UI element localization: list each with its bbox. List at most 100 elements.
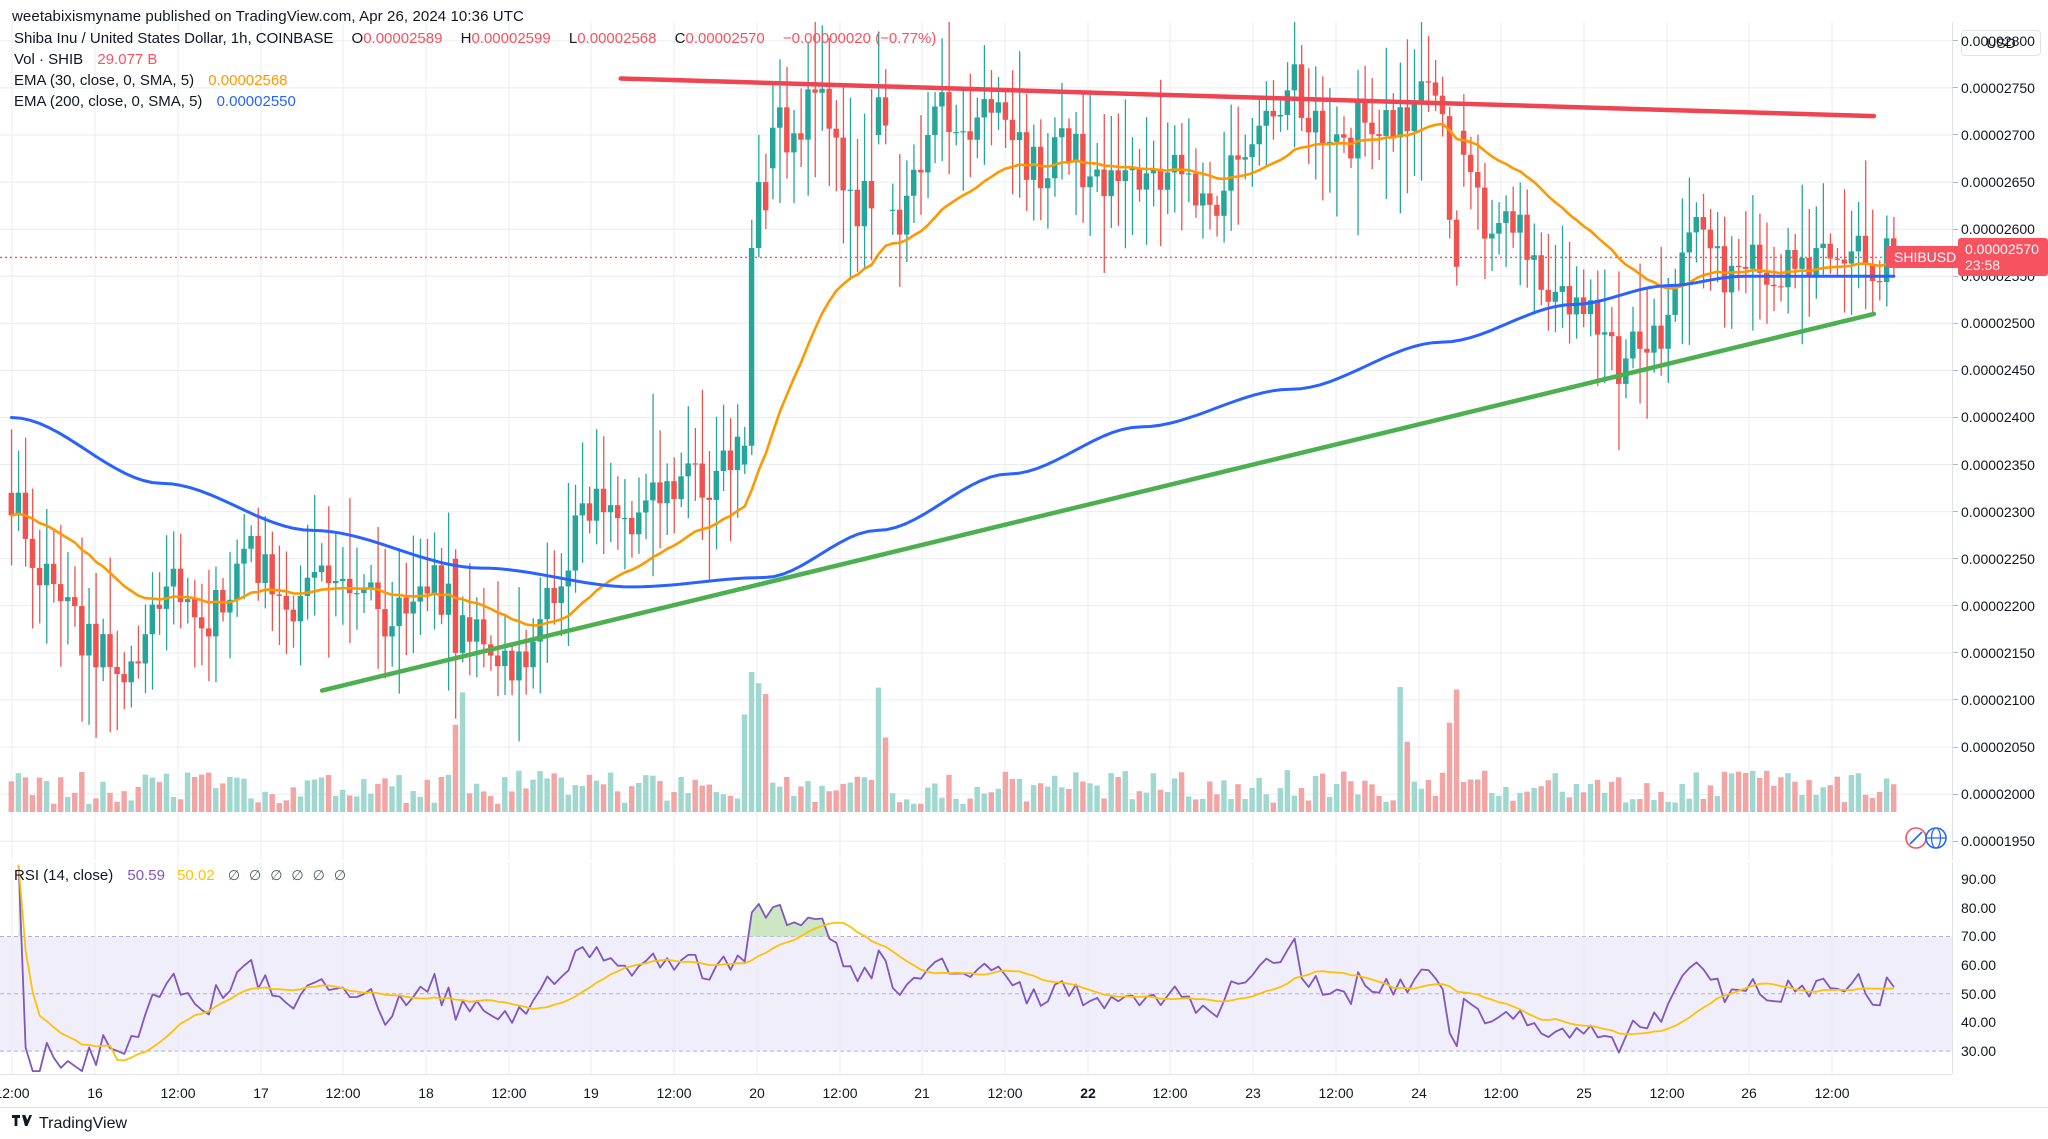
candle-body <box>1623 358 1629 384</box>
price-chart-svg <box>0 22 1952 860</box>
volume-bar <box>1630 799 1636 812</box>
candle-body <box>1524 214 1530 260</box>
candle-body <box>586 503 593 521</box>
legend-row-symbol[interactable]: Shiba Inu / United States Dollar, 1h, CO… <box>14 30 936 48</box>
volume-bar <box>1876 791 1883 812</box>
volume-bar <box>1326 796 1333 812</box>
volume-bar <box>896 802 903 812</box>
candle-body <box>868 180 875 209</box>
time-axis-tick: 12:00 <box>656 1085 692 1101</box>
volume-bar <box>1214 794 1220 812</box>
price-pane[interactable] <box>0 22 1952 860</box>
legend-low: L0.00002568 <box>569 30 657 47</box>
footer-bar: TradingView <box>0 1107 2048 1139</box>
time-axis[interactable]: 12:00 16 12:00 17 12:00 18 12:00 19 12:00 20 12:00… <box>0 1074 1952 1109</box>
candle-body <box>1235 155 1241 160</box>
price-axis[interactable]: USD 0.00002800 0.00002750 0.00002700 0.0000… <box>1952 22 2048 860</box>
candle-body <box>1200 193 1206 206</box>
candle-body <box>777 107 783 128</box>
candle-body <box>988 99 994 113</box>
price-grid <box>0 40 1952 842</box>
candle-body <box>1037 146 1044 189</box>
volume-bar <box>502 776 508 812</box>
volume-bar <box>1489 792 1495 812</box>
legend-low-value: 0.00002568 <box>577 30 657 47</box>
volume-bar <box>1757 777 1763 812</box>
volume-bar <box>586 774 593 812</box>
volume-bar <box>191 776 198 812</box>
time-axis-tick: 12:00 <box>325 1085 361 1101</box>
volume-bar <box>1475 779 1481 812</box>
volume-bar <box>255 802 261 812</box>
volume-bar <box>1827 785 1833 812</box>
price-axis-tick: 0.00002350 <box>1961 456 2035 473</box>
volume-bar <box>1418 788 1425 812</box>
volume-bar <box>770 782 776 812</box>
price-axis-tick: 0.00002200 <box>1961 597 2035 614</box>
volume-bar <box>1637 799 1643 812</box>
support-trendline[interactable] <box>319 311 1877 693</box>
candle-body <box>227 599 233 613</box>
candle-body <box>882 97 889 126</box>
candle-body <box>699 463 705 498</box>
volume-bar <box>762 694 769 812</box>
candle-body <box>50 563 57 585</box>
volume-bar <box>1319 773 1326 812</box>
rsi-pane[interactable] <box>0 862 1952 1074</box>
candle-body <box>1418 81 1425 105</box>
volume-bar <box>699 785 705 812</box>
volume-bar <box>671 791 677 812</box>
candle-body <box>1094 169 1100 177</box>
tradingview-logo[interactable]: TradingView <box>12 1114 127 1134</box>
legend-symbol[interactable]: Shiba Inu / United States Dollar, 1h, CO… <box>14 30 334 47</box>
resistance-trendline[interactable] <box>618 76 1877 119</box>
candle-body <box>579 503 586 516</box>
candle-body <box>1813 248 1819 277</box>
legend-row-ema30[interactable]: EMA (30, close, 0, SMA, 5) 0.00002568 <box>14 72 936 90</box>
volume-bar <box>516 770 522 812</box>
candle-body <box>762 182 769 211</box>
candle-body <box>466 617 473 642</box>
volume-bar <box>1771 785 1777 812</box>
candle-body <box>1573 297 1580 315</box>
volume-bar <box>1764 770 1770 812</box>
legend-row-ema200[interactable]: EMA (200, close, 0, SMA, 5) 0.00002550 <box>14 93 936 111</box>
time-axis-tick: 16 <box>87 1085 103 1101</box>
volume-bar <box>361 779 367 812</box>
volume-bar <box>1869 798 1876 812</box>
volume-bar <box>403 802 409 812</box>
candle-body <box>304 577 311 596</box>
candle-body <box>720 450 727 472</box>
currency-chip[interactable]: USD <box>1961 30 2041 56</box>
time-axis-tick: 17 <box>253 1085 269 1101</box>
time-axis-tick: 24 <box>1411 1085 1427 1101</box>
current-price-tag[interactable]: 0.00002570 23:58 <box>1958 238 2048 277</box>
volume-bar <box>480 791 487 812</box>
rsi-axis[interactable]: 90.00 80.00 70.00 60.00 50.00 40.00 30.00 <box>1952 862 2048 1074</box>
crypto-badge-slash-icon <box>1909 831 1923 845</box>
volume-bar <box>1200 798 1206 812</box>
volume-bar <box>43 781 50 812</box>
volume-bar <box>495 803 501 812</box>
volume-bar <box>1425 779 1432 812</box>
volume-bar <box>784 776 790 812</box>
candle-body <box>1326 141 1333 144</box>
candle-body <box>981 99 987 118</box>
volume-bar <box>438 777 445 812</box>
volume-bar <box>903 799 910 812</box>
volume-bar <box>537 771 543 812</box>
legend-row-volume[interactable]: Vol · SHIB 29.077 B <box>14 51 936 69</box>
volume-bar <box>1482 770 1488 812</box>
volume-bar <box>473 783 480 812</box>
rsi-legend[interactable]: RSI (14, close) 50.59 50.02 ∅ ∅ ∅ ∅ ∅ ∅ <box>14 866 346 885</box>
volume-bar <box>184 772 191 812</box>
candle-body <box>1066 128 1072 163</box>
candle-body <box>206 628 212 637</box>
volume-bar <box>332 795 339 812</box>
candle-body <box>1122 170 1128 182</box>
volume-bar <box>248 798 254 812</box>
volume-bar <box>840 783 846 812</box>
candle-body <box>1517 214 1523 233</box>
candle-body <box>1552 291 1558 302</box>
volume-bar <box>1524 791 1530 812</box>
